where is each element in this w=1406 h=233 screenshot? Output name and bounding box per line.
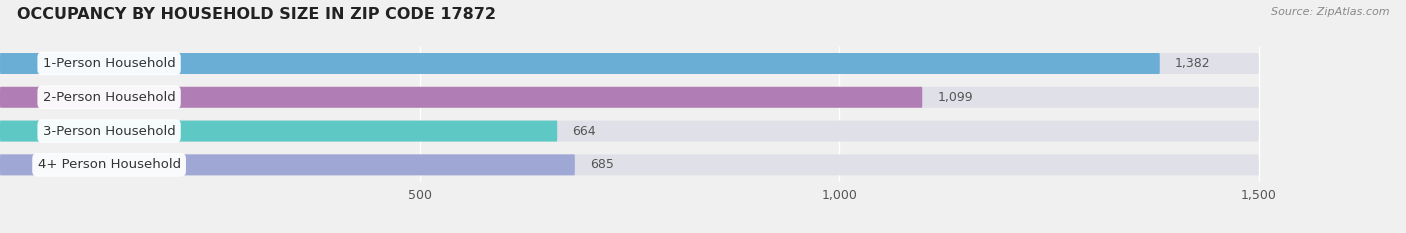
Text: 1,099: 1,099 — [938, 91, 973, 104]
FancyBboxPatch shape — [0, 121, 557, 141]
Text: 664: 664 — [572, 125, 596, 137]
Text: Source: ZipAtlas.com: Source: ZipAtlas.com — [1271, 7, 1389, 17]
FancyBboxPatch shape — [0, 87, 922, 108]
Text: 4+ Person Household: 4+ Person Household — [38, 158, 180, 171]
Text: 1,382: 1,382 — [1175, 57, 1211, 70]
Text: 685: 685 — [591, 158, 614, 171]
FancyBboxPatch shape — [0, 87, 1258, 108]
FancyBboxPatch shape — [0, 154, 575, 175]
FancyBboxPatch shape — [0, 121, 1258, 141]
Text: 3-Person Household: 3-Person Household — [42, 125, 176, 137]
Text: OCCUPANCY BY HOUSEHOLD SIZE IN ZIP CODE 17872: OCCUPANCY BY HOUSEHOLD SIZE IN ZIP CODE … — [17, 7, 496, 22]
FancyBboxPatch shape — [0, 154, 1258, 175]
Text: 1-Person Household: 1-Person Household — [42, 57, 176, 70]
Text: 2-Person Household: 2-Person Household — [42, 91, 176, 104]
FancyBboxPatch shape — [0, 53, 1258, 74]
FancyBboxPatch shape — [0, 53, 1160, 74]
